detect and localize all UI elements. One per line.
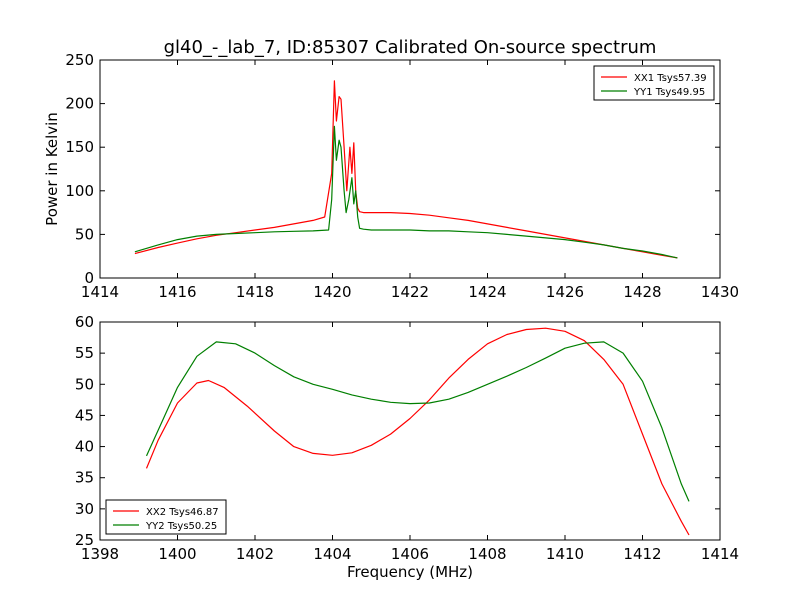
- x-axis-label: Frequency (MHz): [347, 563, 473, 581]
- y-tick-label: 50: [75, 375, 94, 393]
- legend-2: XX2 Tsys46.87 YY2 Tsys50.25: [105, 499, 227, 535]
- series-line-2-1: [145, 327, 690, 536]
- x-tick-label: 1414: [81, 283, 119, 301]
- y-tick-label: 200: [65, 95, 94, 113]
- x-tick-label: 1428: [623, 283, 661, 301]
- chart-title: gl40_-_lab_7, ID:85307 Calibrated On-sou…: [164, 37, 657, 58]
- y-tick-label: 35: [75, 469, 94, 487]
- x-tick-label: 1410: [546, 545, 584, 563]
- x-tick-label: 1400: [158, 545, 196, 563]
- x-tick-label: 1418: [236, 283, 274, 301]
- plot-panel-1: 1414 1416 1418 1420 1422 1424 1426 1428 1430 0 50 1…: [43, 51, 739, 301]
- legend-label: YY1 Tsys49.95: [633, 87, 705, 98]
- legend-box: [593, 65, 715, 101]
- x-tick-label: 1416: [158, 283, 196, 301]
- y-tick-label: 45: [75, 406, 94, 424]
- x-tick-label: 1398: [81, 545, 119, 563]
- x-tick-label: 1402: [236, 545, 274, 563]
- plot-panel-2: 1398 1400 1402 1404 1406 1408 1410 1412 1414 25 30…: [75, 313, 739, 581]
- series-line-2-2: [145, 341, 690, 502]
- y-tick-label: 40: [75, 438, 94, 456]
- y-tick-label: 0: [84, 269, 94, 287]
- x-tick-label: 1420: [313, 283, 351, 301]
- x-tick-label: 1412: [623, 545, 661, 563]
- legend-label: YY2 Tsys50.25: [145, 521, 217, 532]
- y-tick-label: 250: [65, 51, 94, 69]
- y-tick-label: 55: [75, 344, 94, 362]
- legend-label: XX1 Tsys57.39: [634, 73, 707, 84]
- x-tick-label: 1404: [313, 545, 351, 563]
- x-tick-label: 1424: [468, 283, 506, 301]
- series-line-1-2: [134, 125, 678, 259]
- legend-1: XX1 Tsys57.39 YY1 Tsys49.95: [593, 65, 715, 101]
- x-tick-label: 1430: [701, 283, 739, 301]
- x-tick-label: 1414: [701, 545, 739, 563]
- y-tick-label: 150: [65, 138, 94, 156]
- series-line-1-1: [134, 80, 678, 259]
- y-tick-label: 25: [75, 531, 94, 549]
- legend-label: XX2 Tsys46.87: [146, 507, 219, 518]
- y-tick-label: 30: [75, 500, 94, 518]
- x-tick-label: 1408: [468, 545, 506, 563]
- x-tick-label: 1406: [391, 545, 429, 563]
- legend-box: [105, 499, 227, 535]
- y-tick-label: 50: [75, 225, 94, 243]
- x-tick-label: 1422: [391, 283, 429, 301]
- x-tick-label: 1426: [546, 283, 584, 301]
- y-tick-label: 60: [75, 313, 94, 331]
- y-axis-label: Power in Kelvin: [43, 112, 61, 226]
- y-tick-label: 100: [65, 182, 94, 200]
